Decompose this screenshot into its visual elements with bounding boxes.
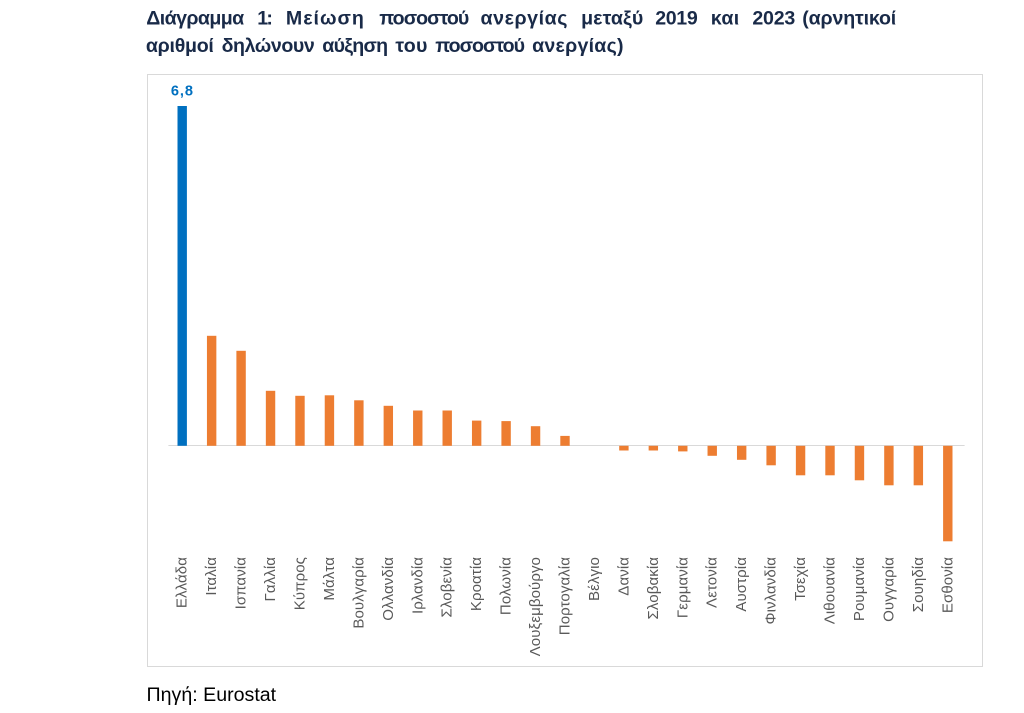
svg-text:2023: 2023 xyxy=(752,8,795,30)
svg-text:Ελλάδα: Ελλάδα xyxy=(174,557,191,608)
svg-text:Λετονία: Λετονία xyxy=(704,557,721,608)
svg-text:Σλοβακία: Σλοβακία xyxy=(645,557,662,620)
svg-text:2019: 2019 xyxy=(655,8,698,30)
svg-text:ποσοστού: ποσοστού xyxy=(379,8,469,30)
svg-text:Ρουμανία: Ρουμανία xyxy=(851,557,868,621)
svg-text:Ισπανία: Ισπανία xyxy=(233,557,250,610)
svg-text:Διάγραμμα: Διάγραμμα xyxy=(146,8,244,30)
svg-text:Ουγγαρία: Ουγγαρία xyxy=(880,557,897,622)
svg-text:Λουξεμβούργο: Λουξεμβούργο xyxy=(527,557,544,656)
svg-text:Γερμανία: Γερμανία xyxy=(674,557,691,618)
svg-text:Ολλανδία: Ολλανδία xyxy=(380,557,397,621)
svg-text:Ιταλία: Ιταλία xyxy=(203,557,220,596)
svg-text:Λιθουανία: Λιθουανία xyxy=(822,557,839,625)
svg-text:Πορτογαλία: Πορτογαλία xyxy=(557,557,574,635)
svg-text:Τσεχία: Τσεχία xyxy=(792,557,809,601)
svg-text:Μάλτα: Μάλτα xyxy=(321,557,338,601)
svg-text:Μείωση: Μείωση xyxy=(286,8,365,30)
svg-text:και: και xyxy=(711,8,740,30)
svg-text:ανεργίας): ανεργίας) xyxy=(532,35,624,57)
svg-text:Βέλγιο: Βέλγιο xyxy=(586,557,603,601)
svg-text:ποσοστού: ποσοστού xyxy=(435,35,524,57)
svg-text:Σλοβενία: Σλοβενία xyxy=(439,557,456,618)
svg-text:ανεργίας: ανεργίας xyxy=(481,8,569,30)
svg-text:6,8: 6,8 xyxy=(171,83,194,99)
svg-text:Εσθονία: Εσθονία xyxy=(939,557,956,613)
svg-text:Ιρλανδία: Ιρλανδία xyxy=(409,557,426,614)
svg-text:μεταξύ: μεταξύ xyxy=(581,8,643,30)
svg-text:(αρνητικοί: (αρνητικοί xyxy=(802,8,896,30)
svg-text:Κροατία: Κροατία xyxy=(468,557,485,611)
svg-text:Πολωνία: Πολωνία xyxy=(498,557,515,615)
svg-text:του: του xyxy=(395,35,427,57)
svg-text:Γαλλία: Γαλλία xyxy=(262,557,279,602)
svg-text:Κύπρος: Κύπρος xyxy=(291,557,308,610)
svg-text:1:: 1: xyxy=(257,8,271,30)
svg-text:αριθμοί: αριθμοί xyxy=(146,35,214,57)
svg-text:Πηγή: Eurostat: Πηγή: Eurostat xyxy=(147,684,277,706)
svg-text:Σουηδία: Σουηδία xyxy=(910,557,927,612)
svg-text:Φινλανδία: Φινλανδία xyxy=(763,557,780,625)
svg-text:Βουλγαρία: Βουλγαρία xyxy=(350,557,367,629)
svg-text:Δανία: Δανία xyxy=(615,557,632,596)
svg-text:δηλώνουν: δηλώνουν xyxy=(222,35,315,57)
svg-text:αύξηση: αύξηση xyxy=(322,35,387,57)
svg-text:Αυστρία: Αυστρία xyxy=(733,557,750,612)
